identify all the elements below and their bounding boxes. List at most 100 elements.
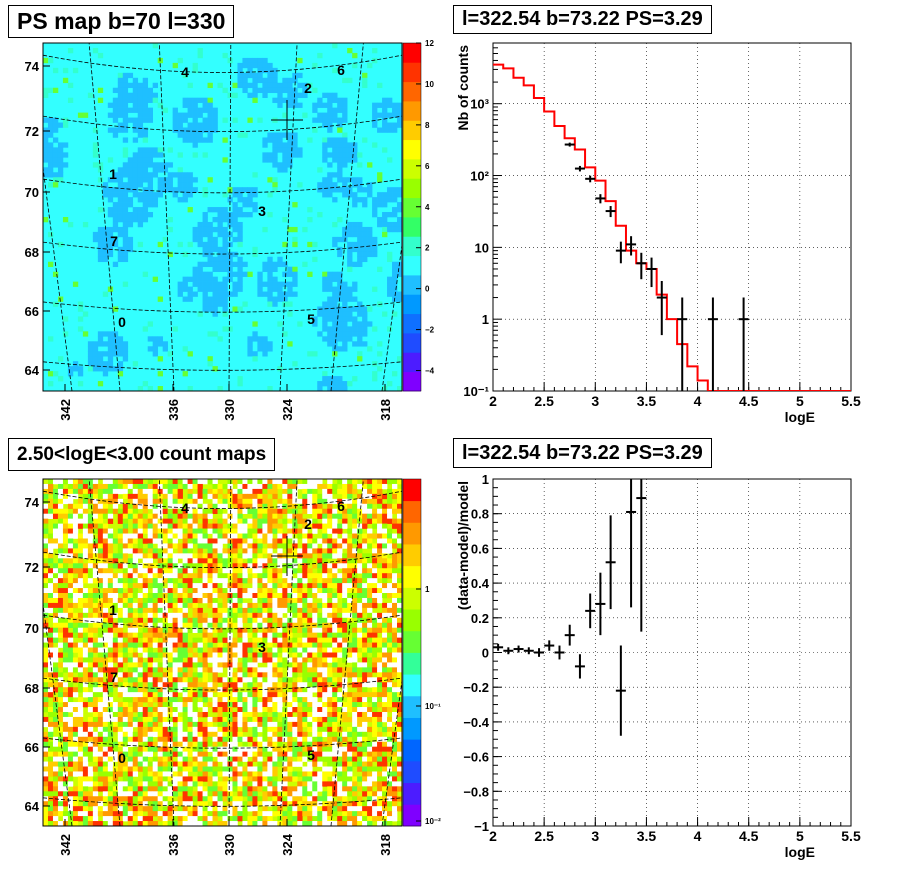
map-pixel [142, 513, 149, 519]
map-pixel [92, 721, 99, 728]
map-pixel [172, 672, 178, 678]
map-pixel [117, 488, 124, 495]
map-pixel [122, 127, 129, 133]
map-pixel [62, 513, 69, 519]
map-pixel [397, 117, 402, 123]
map-pixel [142, 731, 149, 738]
map-pixel [117, 251, 124, 258]
map-pixel [367, 617, 373, 624]
map-pixel [43, 617, 49, 624]
map-pixel [212, 543, 218, 549]
map-pixel [332, 543, 338, 549]
map-pixel [202, 192, 208, 198]
map-pixel [267, 647, 273, 653]
map-pixel [112, 127, 119, 133]
map-pixel [342, 702, 348, 708]
map-pixel [282, 597, 288, 604]
map-pixel [182, 593, 188, 599]
map-pixel [62, 647, 69, 653]
map-pixel [267, 563, 273, 569]
map-pixel [322, 137, 328, 143]
map-pixel [132, 207, 139, 213]
map-pixel [162, 746, 168, 752]
map-pixel [43, 588, 49, 594]
map-pixel [252, 627, 258, 633]
map-pixel [162, 707, 168, 713]
map-pixel [277, 647, 283, 653]
map-pixel [132, 593, 139, 599]
map-pixel [307, 667, 313, 673]
map-pixel [202, 508, 208, 514]
map-pixel [147, 518, 153, 524]
map-pixel [357, 182, 363, 188]
map-pixel [152, 528, 158, 534]
map-pixel [267, 553, 273, 559]
map-pixel [162, 533, 168, 539]
map-pixel [237, 697, 243, 703]
map-pixel [147, 488, 153, 495]
map-pixel [182, 251, 188, 258]
map-pixel [322, 588, 328, 594]
map-pixel [392, 291, 398, 297]
map-pixel [367, 558, 373, 564]
map-pixel [177, 503, 183, 510]
map-pixel [327, 271, 333, 277]
map-pixel [317, 548, 323, 554]
map-pixel [127, 583, 134, 589]
map-pixel [372, 122, 378, 128]
map-pixel [222, 692, 228, 698]
map-pixel [242, 271, 248, 277]
map-pixel [102, 652, 109, 658]
map-pixel [57, 617, 64, 624]
map-pixel [97, 558, 104, 564]
colorbar-tick-label: 10 [425, 80, 434, 89]
map-pixel [207, 523, 213, 529]
colorbar-segment [403, 43, 421, 63]
map-pixel [72, 647, 79, 653]
map-pixel [222, 192, 228, 198]
map-pixel [222, 677, 228, 683]
map-pixel [232, 677, 238, 683]
map-pixel [107, 331, 114, 337]
map-pixel [162, 236, 168, 243]
map-pixel [277, 162, 283, 168]
map-pixel [257, 588, 263, 594]
colorbar-segment [403, 81, 421, 102]
map-pixel [142, 117, 149, 123]
map-pixel [247, 702, 253, 708]
map-pixel [137, 479, 144, 485]
map-pixel [127, 483, 134, 490]
map-pixel [287, 479, 293, 485]
map-pixel [127, 488, 134, 495]
map-pixel [317, 479, 323, 485]
map-pixel [277, 667, 283, 673]
map-pixel [387, 251, 393, 258]
map-pixel [212, 281, 218, 287]
map-pixel [43, 493, 49, 500]
map-pixel [367, 493, 373, 500]
map-pixel [232, 281, 238, 287]
map-pixel [342, 498, 348, 505]
map-pixel [207, 657, 213, 663]
map-pixel [72, 366, 79, 372]
map-pixel [397, 538, 402, 544]
map-pixel [57, 376, 64, 382]
map-pixel [277, 687, 283, 693]
map-pixel [207, 573, 213, 579]
map-pixel [62, 642, 69, 648]
map-pixel [367, 503, 373, 510]
map-pixel [287, 677, 293, 683]
map-pixel [92, 667, 99, 673]
map-pixel [227, 741, 233, 747]
map-pixel [137, 736, 144, 743]
map-pixel [352, 583, 358, 589]
map-pixel [342, 381, 348, 387]
map-pixel [312, 573, 318, 579]
map-pixel [292, 583, 298, 589]
map-pixel [132, 92, 139, 98]
map-pixel [257, 346, 263, 352]
map-pixel [262, 351, 268, 357]
map-pixel [97, 241, 104, 248]
map-pixel [117, 652, 124, 658]
map-pixel [177, 637, 183, 643]
